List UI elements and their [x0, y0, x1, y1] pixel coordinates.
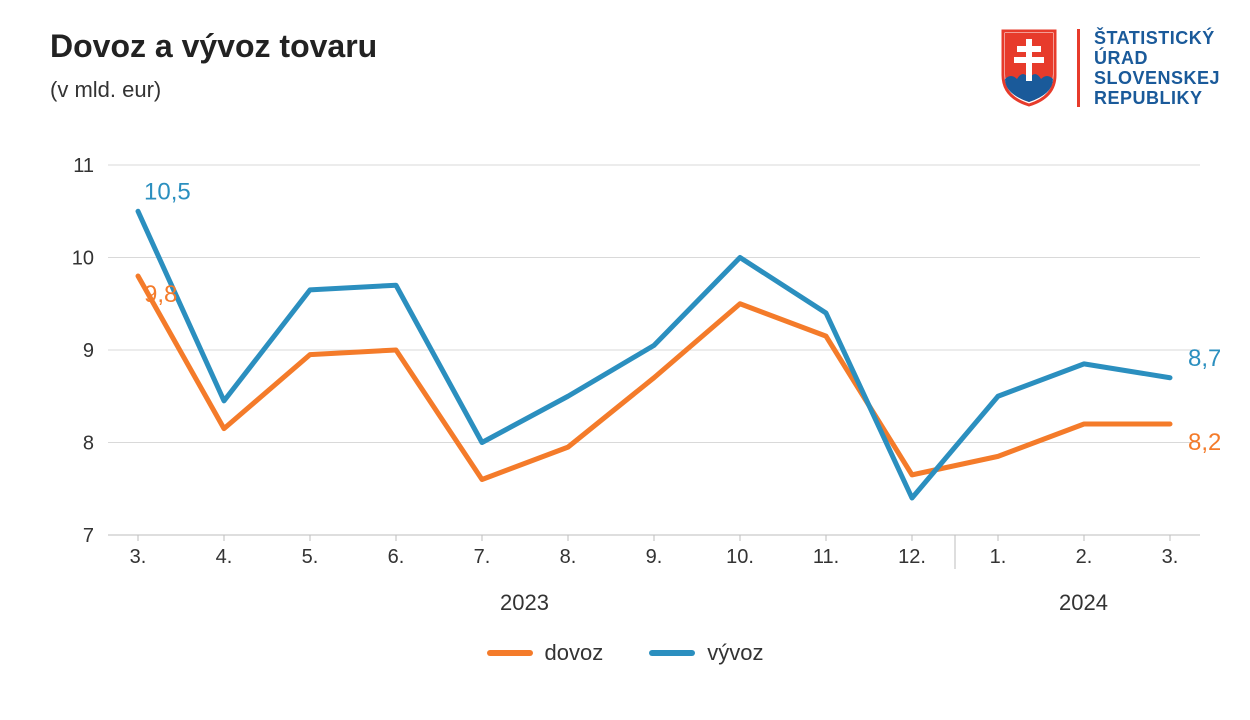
svg-text:9: 9	[83, 340, 94, 362]
logo-text: ŠTATISTICKÝ ÚRAD SLOVENSKEJ REPUBLIKY	[1094, 28, 1220, 109]
svg-text:6.: 6.	[388, 546, 405, 568]
logo: ŠTATISTICKÝ ÚRAD SLOVENSKEJ REPUBLIKY	[997, 28, 1220, 109]
logo-divider	[1077, 29, 1080, 107]
svg-text:9.: 9.	[646, 546, 663, 568]
svg-text:3.: 3.	[130, 546, 147, 568]
shield-icon	[997, 29, 1061, 107]
header: Dovoz a vývoz tovaru (v mld. eur)	[50, 28, 377, 103]
svg-text:2.: 2.	[1076, 546, 1093, 568]
legend-label: dovoz	[545, 640, 604, 666]
chart-area: 7 8 9 10 11 3. 4. 5. 6. 7. 8. 9. 10. 11. 12. 1. 2. 3. 9,8 8…	[50, 155, 1220, 585]
svg-text:11.: 11.	[813, 546, 839, 568]
svg-text:8.: 8.	[560, 546, 577, 568]
svg-text:9,8: 9,8	[144, 281, 177, 308]
legend-label: vývoz	[707, 640, 763, 666]
svg-text:5.: 5.	[302, 546, 319, 568]
svg-text:12.: 12.	[898, 546, 926, 568]
legend-swatch	[487, 650, 533, 656]
svg-text:10.: 10.	[726, 546, 754, 568]
legend-swatch	[649, 650, 695, 656]
svg-text:7: 7	[83, 525, 94, 547]
legend: dovoz vývoz	[0, 640, 1250, 666]
chart-subtitle: (v mld. eur)	[50, 77, 377, 103]
svg-text:10,5: 10,5	[144, 178, 191, 205]
svg-text:3.: 3.	[1162, 546, 1179, 568]
svg-text:11: 11	[73, 155, 94, 177]
svg-text:8,7: 8,7	[1188, 345, 1220, 372]
line-chart: 7 8 9 10 11 3. 4. 5. 6. 7. 8. 9. 10. 11. 12. 1. 2. 3. 9,8 8…	[50, 155, 1220, 585]
svg-text:4.: 4.	[216, 546, 233, 568]
year-label: 2023	[500, 590, 549, 616]
svg-text:10: 10	[72, 248, 94, 270]
chart-container: Dovoz a vývoz tovaru (v mld. eur) ŠTATIS…	[0, 0, 1250, 720]
svg-text:8,2: 8,2	[1188, 429, 1220, 456]
svg-text:8: 8	[83, 433, 94, 455]
legend-item-vyvoz: vývoz	[649, 640, 763, 666]
svg-text:1.: 1.	[990, 546, 1007, 568]
svg-text:7.: 7.	[474, 546, 491, 568]
year-label: 2024	[1059, 590, 1108, 616]
legend-item-dovoz: dovoz	[487, 640, 604, 666]
chart-title: Dovoz a vývoz tovaru	[50, 28, 377, 65]
